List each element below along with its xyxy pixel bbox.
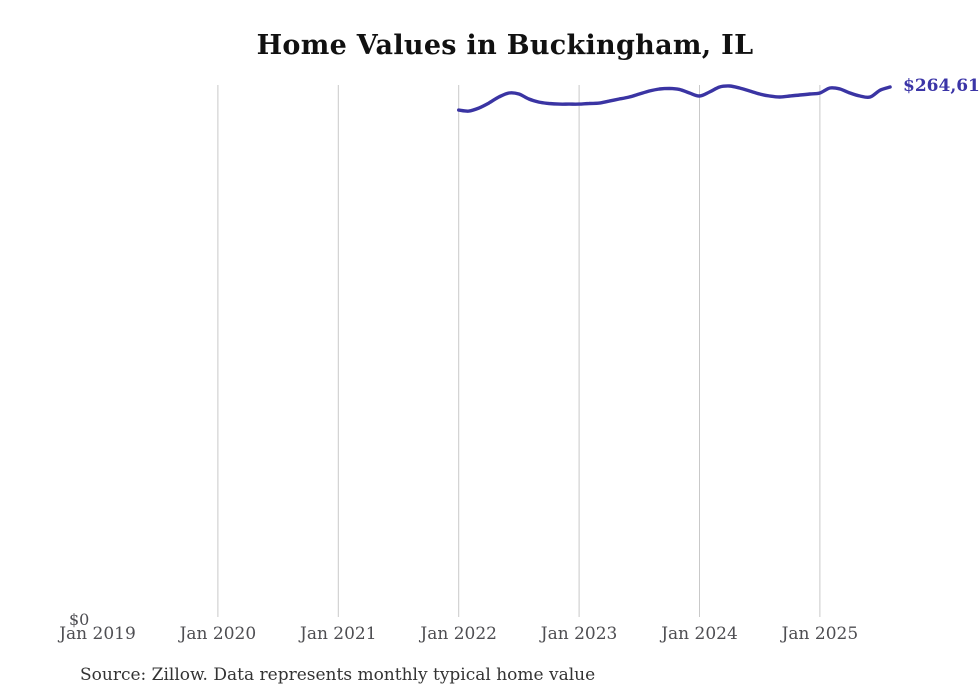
gridlines-group bbox=[217, 85, 821, 617]
x-tick-label-jan-2021: Jan 2021 bbox=[300, 624, 377, 644]
x-tick-label-jan-2020: Jan 2020 bbox=[179, 624, 257, 644]
x-tick-label-jan-2024: Jan 2024 bbox=[661, 624, 738, 644]
y-zero-label: $0 bbox=[69, 610, 90, 629]
end-value-label: $264,615 bbox=[903, 76, 980, 96]
chart-title: Home Values in Buckingham, IL bbox=[256, 30, 754, 61]
home-value-line bbox=[457, 84, 892, 113]
source-note: Source: Zillow. Data represents monthly … bbox=[80, 665, 596, 685]
x-tick-label-jan-2022: Jan 2022 bbox=[420, 624, 497, 644]
x-tick-label-jan-2023: Jan 2023 bbox=[540, 624, 618, 644]
x-tick-label-jan-2025: Jan 2025 bbox=[781, 624, 859, 644]
x-tick-label-jan-2019: Jan 2019 bbox=[59, 624, 136, 644]
